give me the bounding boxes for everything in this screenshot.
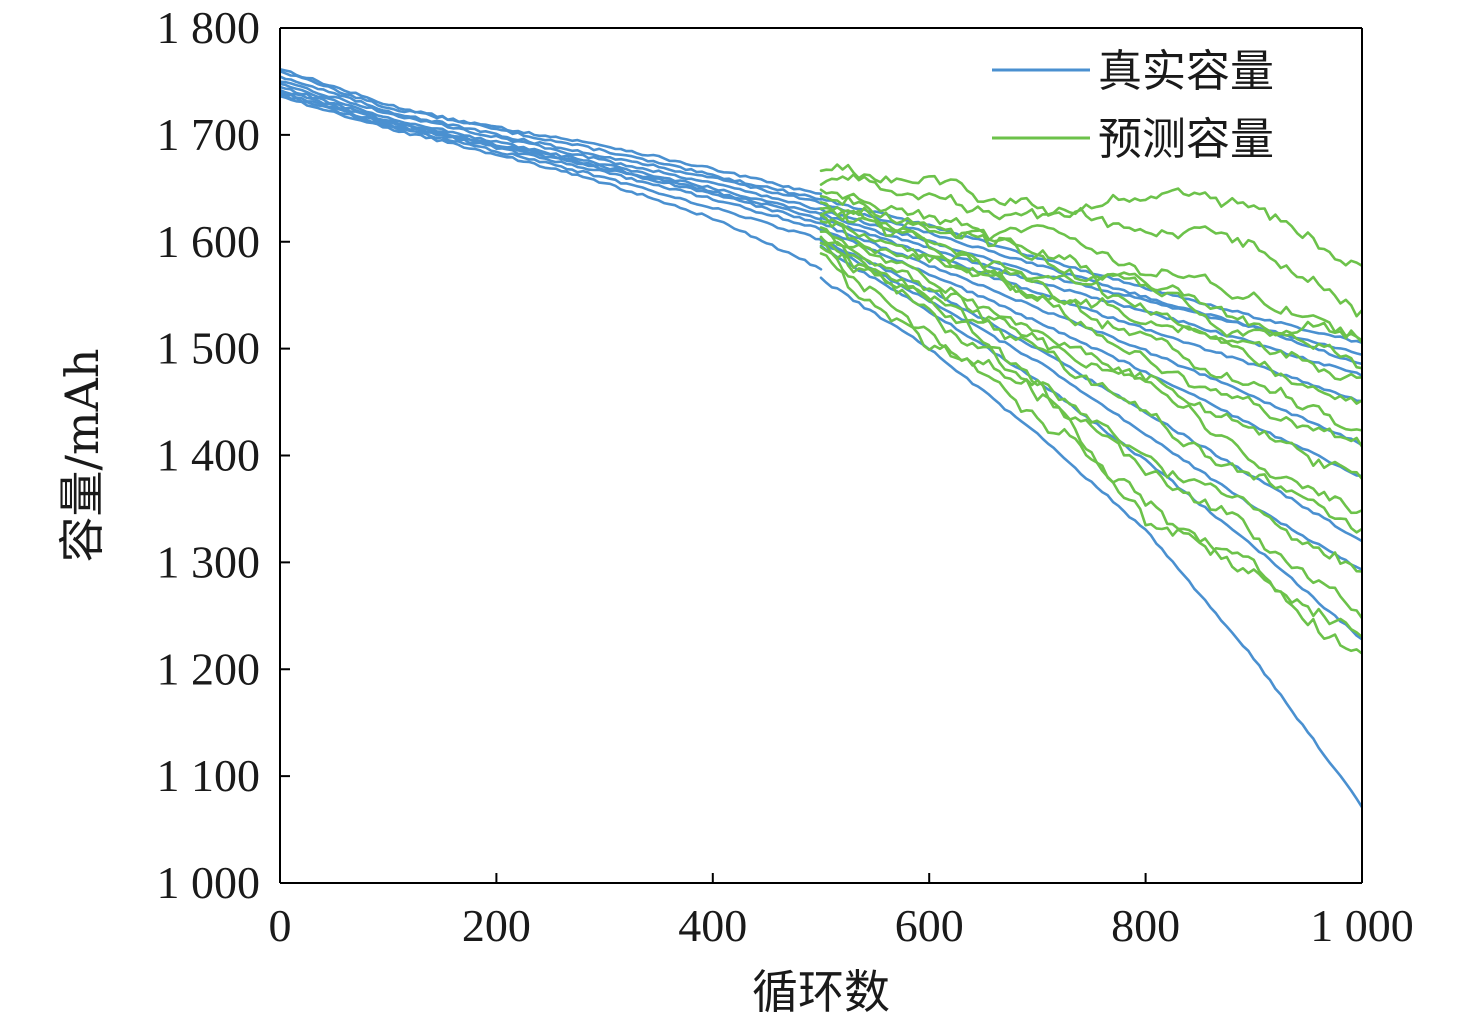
series-line-predicted-24: [819, 194, 1362, 342]
y-tick-label: 1 000: [157, 857, 261, 908]
series-line-real-0: [280, 68, 823, 201]
series-line-predicted-29: [819, 218, 1362, 448]
series-line-real-6: [280, 88, 823, 225]
series-line-real-1: [280, 70, 823, 195]
series-line-real-3: [280, 80, 823, 211]
series-line-real-11: [819, 201, 1362, 356]
series-line-real-17: [819, 237, 1362, 543]
series-line-predicted-33: [819, 236, 1362, 573]
series-line-predicted-22: [819, 173, 1362, 318]
series-line-predicted-28: [819, 213, 1362, 432]
y-tick-label: 1 600: [157, 216, 261, 267]
series-line-real-5: [280, 85, 823, 221]
series-line-predicted-30: [819, 226, 1362, 481]
series-line-real-9: [280, 94, 823, 271]
y-tick-label: 1 500: [157, 323, 261, 374]
series-line-predicted-36: [819, 252, 1362, 655]
series-line-predicted-32: [819, 235, 1362, 534]
series-line-predicted-34: [819, 241, 1362, 620]
y-tick-label: 1 800: [157, 2, 261, 53]
series-line-real-13: [819, 212, 1362, 378]
series-line-real-20: [819, 276, 1362, 809]
y-tick-label: 1 300: [157, 536, 261, 587]
x-tick-label: 800: [1111, 900, 1180, 951]
y-tick-label: 1 200: [157, 643, 261, 694]
series-group: [280, 68, 1362, 809]
x-tick-label: 400: [678, 900, 747, 951]
y-tick-label: 1 400: [157, 430, 261, 481]
series-line-predicted-31: [819, 230, 1362, 515]
y-tick-label: 1 700: [157, 109, 261, 160]
series-line-real-2: [280, 75, 823, 205]
series-line-real-18: [819, 239, 1362, 571]
series-line-real-7: [280, 90, 823, 232]
x-tick-label: 600: [895, 900, 964, 951]
series-line-real-19: [819, 244, 1362, 641]
series-line-predicted-27: [819, 206, 1362, 405]
x-axis-title: 循环数: [752, 965, 890, 1019]
legend-label: 预测容量: [1098, 114, 1274, 165]
x-tick-label: 200: [462, 900, 531, 951]
x-tick-label: 0: [269, 900, 292, 951]
series-line-predicted-23: [819, 188, 1362, 344]
series-line-predicted-21: [819, 163, 1362, 267]
series-line-predicted-25: [819, 201, 1362, 370]
x-tick-label: 1 000: [1310, 900, 1414, 951]
y-axis-title: 容量/mAh: [55, 349, 109, 563]
legend-label: 真实容量: [1098, 46, 1274, 97]
series-line-real-8: [280, 92, 823, 241]
y-tick-label: 1 100: [157, 750, 261, 801]
